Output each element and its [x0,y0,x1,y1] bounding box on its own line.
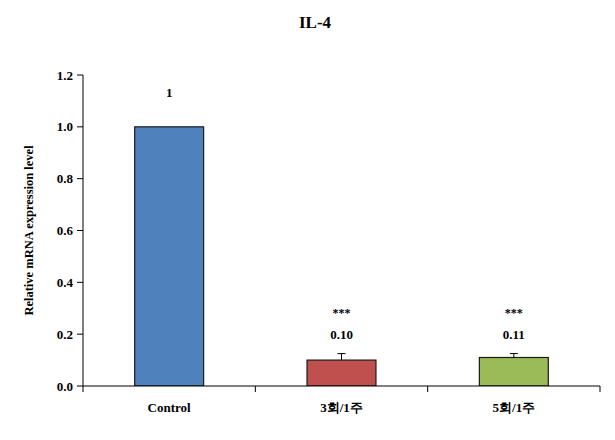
y-tick [77,334,83,335]
y-tick-label: 0.2 [57,327,73,342]
x-tick [427,386,428,392]
x-tick [83,386,84,392]
error-bar [513,354,514,358]
bar [135,127,204,386]
x-tick-label: 5회/1주 [493,400,536,415]
x-axis [83,386,600,387]
significance: *** [505,306,523,320]
y-tick [77,75,83,76]
error-cap [510,353,518,354]
data-label: 0.10 [330,327,353,342]
bars [135,127,549,386]
y-tick-label: 0.4 [57,275,74,290]
y-tick-label: 0.8 [57,171,74,186]
y-axis [83,75,84,386]
chart-root: IL-4 Relative mRNA expression level 0.0 0.2… [0,0,615,440]
y-tick-label: 0.0 [57,379,73,394]
data-label: 1 [166,85,173,100]
y-tick [77,386,83,387]
y-tick [77,282,83,283]
chart-svg: IL-4 Relative mRNA expression level 0.0 0.2… [0,0,615,440]
y-tick [77,126,83,127]
y-tick [77,178,83,179]
x-tick-label: Control [148,400,191,415]
bar [479,357,548,386]
data-label: 0.11 [503,327,525,342]
x-tick-label: 3회/1주 [320,400,363,415]
y-axis-label: Relative mRNA expression level [22,145,36,316]
x-tick [255,386,256,392]
error-cap [338,353,346,354]
y-tick [77,230,83,231]
bar [307,360,376,386]
y-tick-label: 0.6 [57,223,74,238]
y-tick-label: 1.2 [57,68,73,83]
error-bar [341,354,342,360]
title: IL-4 [299,13,332,32]
significance: *** [333,306,351,320]
y-tick-label: 1.0 [57,119,73,134]
x-tick [600,386,601,392]
